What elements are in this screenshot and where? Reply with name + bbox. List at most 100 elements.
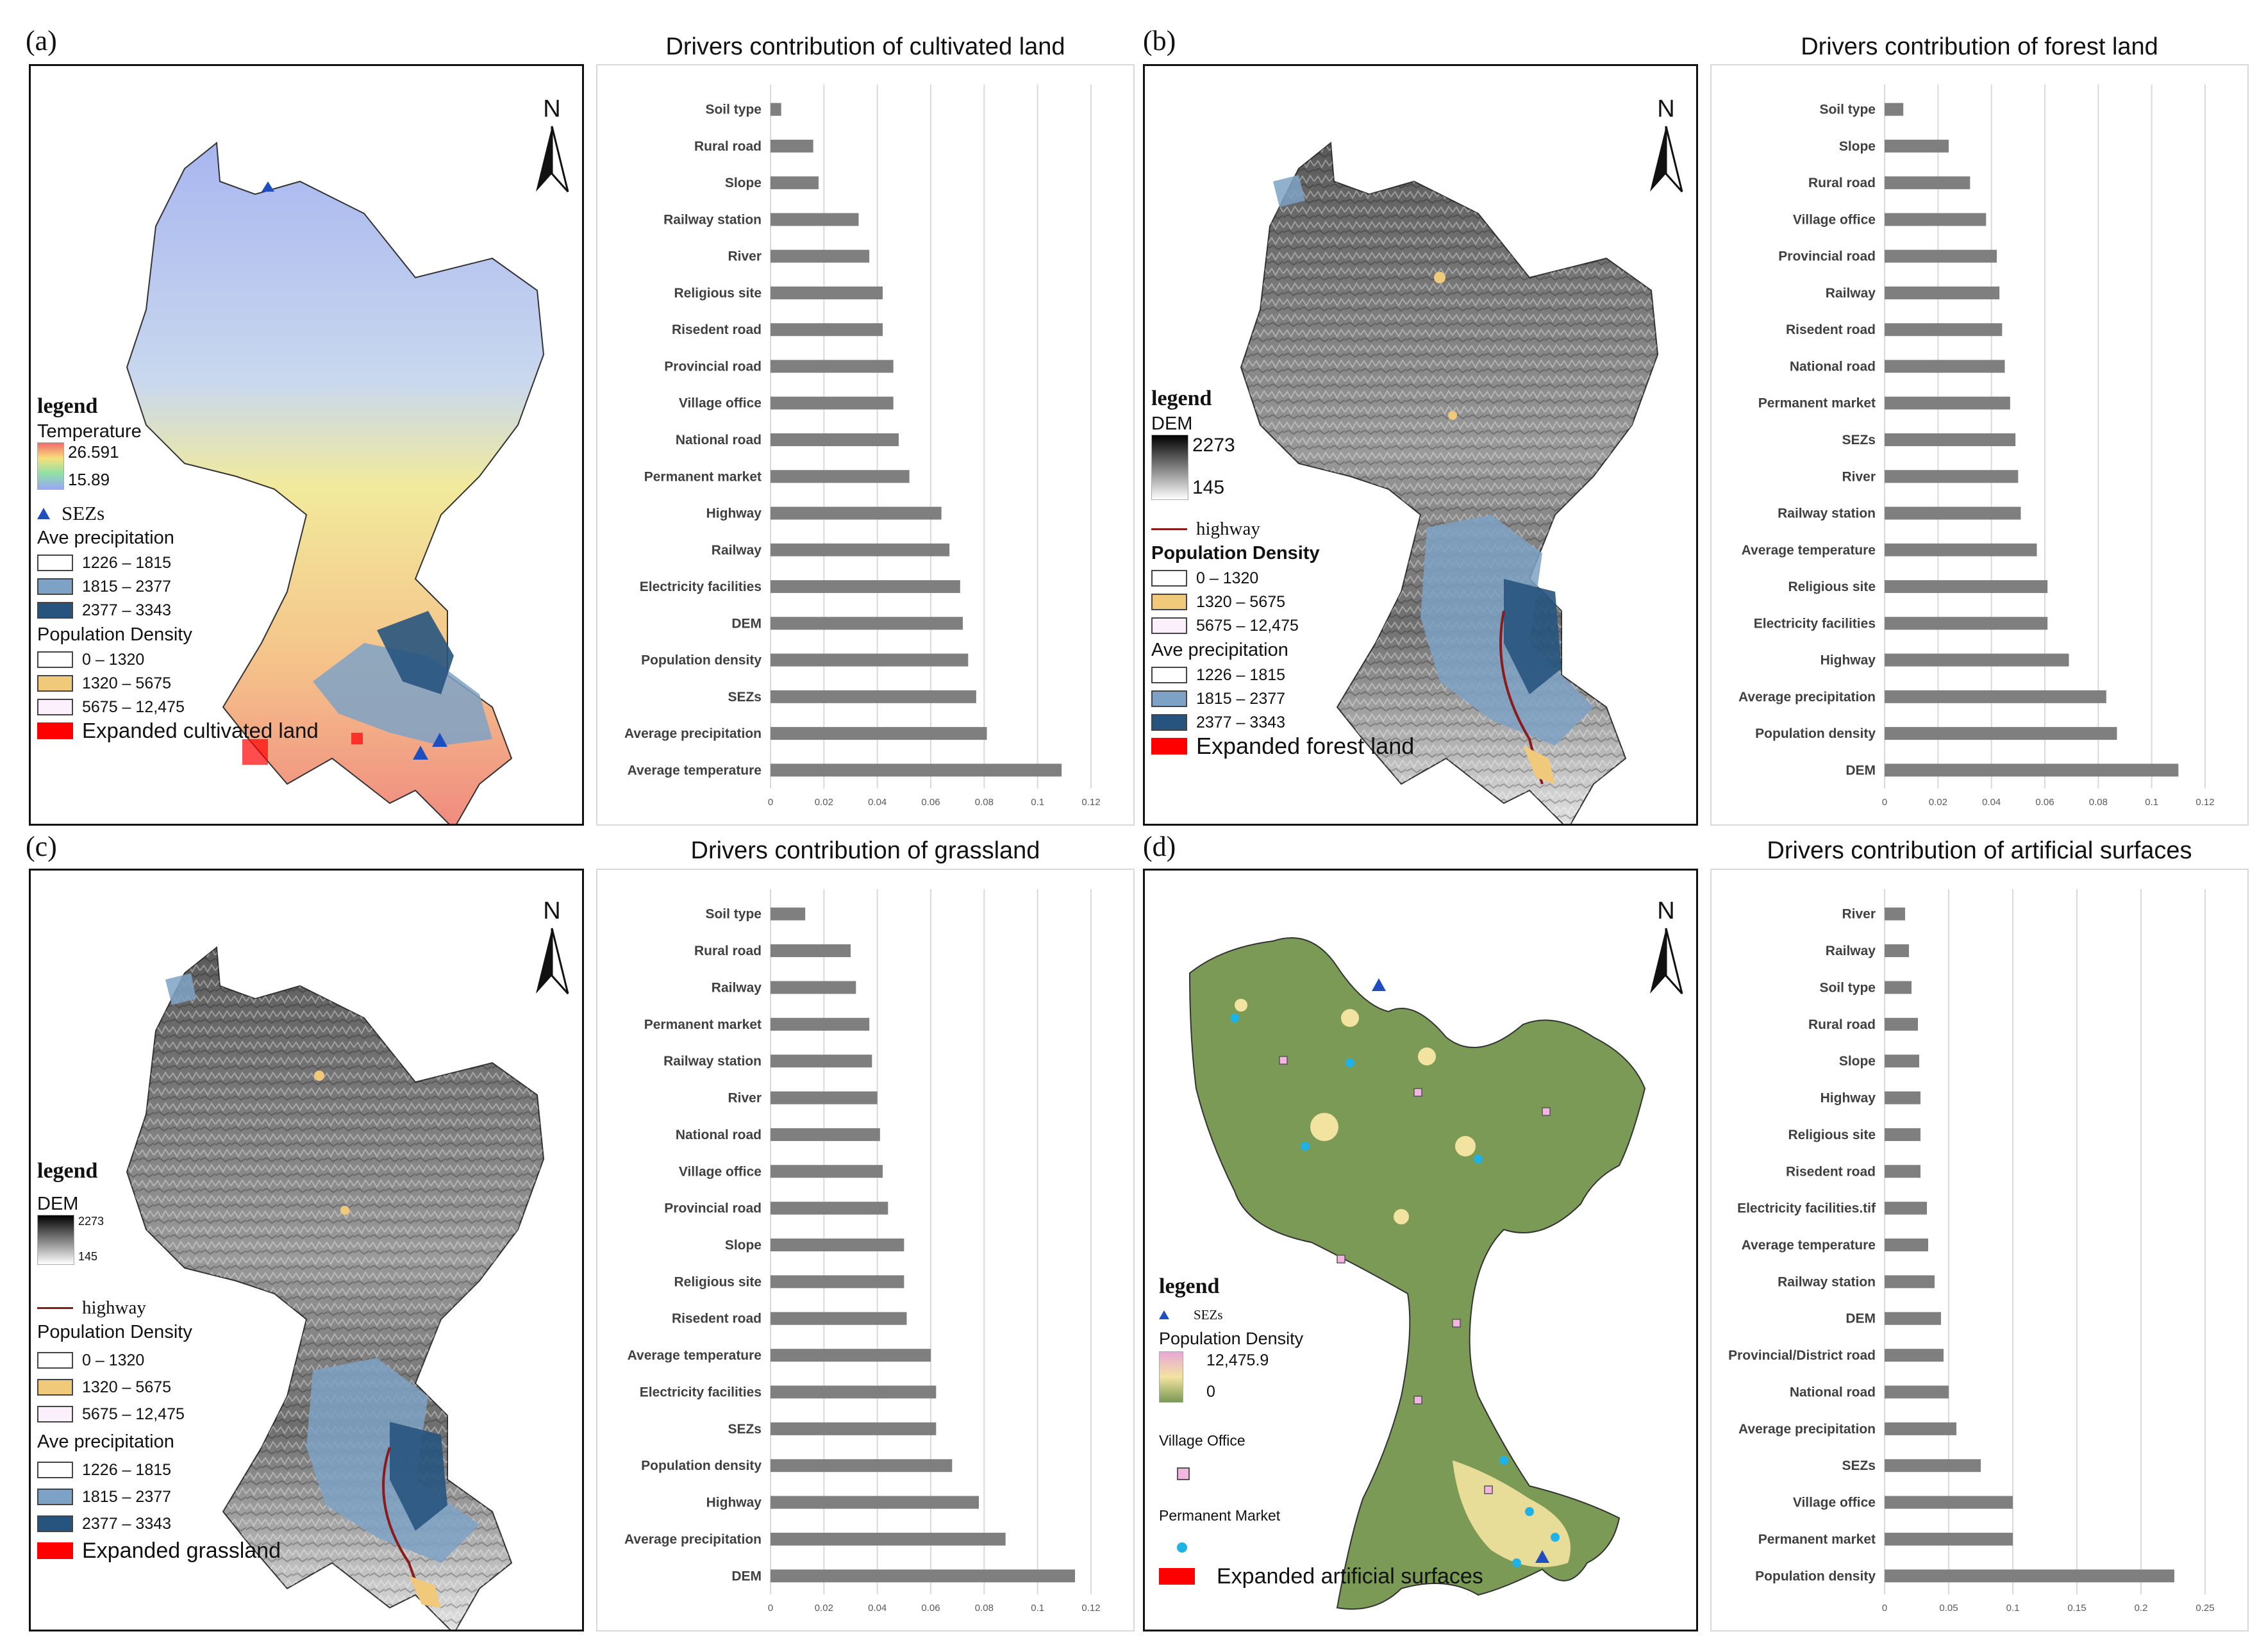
- bar: [771, 1239, 904, 1251]
- category-label: Risedent road: [672, 1312, 762, 1326]
- bar: [771, 1532, 1006, 1546]
- pop-swatch-low: [1151, 570, 1187, 587]
- category-label: Average precipitation: [1738, 1422, 1876, 1437]
- bar: [1885, 1385, 1949, 1399]
- bar: [1885, 727, 2117, 740]
- category-label: Rural road: [694, 139, 762, 154]
- bar: [1885, 213, 1987, 226]
- category-label: River: [728, 249, 762, 264]
- category-label: Soil type: [1819, 103, 1876, 117]
- bar: [1885, 1422, 1956, 1435]
- bar: [771, 1459, 953, 1473]
- category-label: Railway station: [663, 1054, 762, 1069]
- region-map-a: [126, 142, 545, 824]
- x-tick-label: 0.05: [1939, 1603, 1958, 1614]
- bar: [771, 506, 942, 520]
- precip-class: 1226 – 1815: [82, 1460, 172, 1479]
- category-label: Religious site: [1788, 1128, 1876, 1142]
- x-tick-label: 0.04: [1982, 797, 2001, 808]
- permanent-market-icon: [1177, 1542, 1187, 1553]
- pop-swatch-high: [1151, 617, 1187, 634]
- pop-class: 1320 – 5675: [82, 1378, 172, 1396]
- precip-class: 1226 – 1815: [82, 553, 172, 572]
- bar: [1885, 1055, 1919, 1068]
- chart-title-b: Drivers contribution of forest land: [1801, 33, 2158, 60]
- bar: [771, 1569, 1075, 1583]
- bar: [1885, 543, 2037, 556]
- sezs-marker: [432, 733, 447, 747]
- sezs-label: SEZs: [1194, 1306, 1223, 1322]
- pop-class: 1320 – 5675: [82, 674, 172, 692]
- category-label: SEZs: [728, 690, 762, 705]
- bar: [771, 286, 883, 299]
- category-label: Rural road: [1808, 1017, 1876, 1032]
- pop-swatch-high: [37, 699, 73, 715]
- category-label: Permanent market: [644, 1017, 762, 1032]
- bar: [771, 1349, 931, 1362]
- bar: [1885, 396, 2010, 410]
- precip-swatch-mid: [37, 578, 73, 595]
- highway-icon: [37, 1306, 73, 1309]
- precip-swatch-mid: [37, 1489, 73, 1505]
- bar: [1885, 580, 2048, 594]
- bar: [771, 139, 813, 153]
- north-label: N: [543, 897, 561, 924]
- map-panel-c: N legend DEM 2273 145 highway Population…: [29, 869, 584, 1631]
- bar: [1885, 1165, 1920, 1178]
- category-label: Railway station: [1778, 1274, 1876, 1289]
- precip-class: 1815 – 2377: [1196, 689, 1286, 708]
- bar: [771, 1091, 878, 1105]
- chart-a: 0 0.02 0.04 0.06 0.08 0.1 0.12 Soil type Rural r…: [596, 64, 1135, 826]
- category-label: Provincial/District road: [1728, 1348, 1876, 1363]
- precip-class: 2377 – 3343: [82, 1514, 172, 1533]
- bar: [771, 944, 851, 958]
- bar: [1885, 103, 1904, 116]
- bar: [771, 1201, 888, 1215]
- expanded-swatch: [37, 1542, 73, 1559]
- market-label: Permanent Market: [1159, 1507, 1281, 1524]
- pop-class: 5675 – 12,475: [82, 1405, 185, 1423]
- legend-a: legend Temperature 26.591 15.89 SEZs Ave…: [37, 394, 319, 745]
- sezs-marker: [413, 746, 428, 760]
- pop-class: 1320 – 5675: [1196, 592, 1286, 611]
- category-label: Religious site: [674, 1274, 762, 1289]
- category-label: Population density: [641, 653, 762, 668]
- temp-min: 15.89: [68, 470, 110, 489]
- x-tick-label: 0.1: [2006, 1603, 2020, 1614]
- precip-swatch-mid: [1151, 690, 1187, 707]
- bar: [771, 1128, 880, 1141]
- x-tick-label: 0.06: [2035, 797, 2054, 808]
- bar: [1885, 1091, 1920, 1105]
- dem-label: DEM: [37, 1194, 79, 1214]
- precip-swatch-high: [1151, 714, 1187, 731]
- bar: [771, 763, 1062, 777]
- bar: [771, 1055, 872, 1068]
- category-label: SEZs: [1842, 1458, 1876, 1473]
- category-label: Average temperature: [628, 1348, 762, 1363]
- bar: [1885, 944, 1909, 958]
- village-office-icon: [1177, 1467, 1190, 1480]
- bar: [1885, 176, 1970, 190]
- bar: [1885, 470, 2019, 483]
- pop-swatch-mid: [37, 675, 73, 692]
- category-label: Slope: [1839, 139, 1876, 154]
- category-label: National road: [676, 433, 762, 447]
- category-label: Average precipitation: [624, 726, 762, 741]
- category-label: River: [1842, 469, 1876, 484]
- precip-swatch-low: [37, 1462, 73, 1478]
- bar: [771, 396, 894, 410]
- x-tick-label: 0: [768, 797, 773, 808]
- category-label: Railway station: [663, 212, 762, 227]
- legend-b: legend DEM 2273 145 highway Population D…: [1151, 387, 1414, 760]
- category-label: Average precipitation: [624, 1532, 762, 1547]
- bar-chart-a: 0 0.02 0.04 0.06 0.08 0.1 0.12 Soil type Rural r…: [624, 85, 1101, 808]
- bar: [1885, 433, 2016, 446]
- highway-label: highway: [82, 1297, 146, 1318]
- category-label: National road: [676, 1128, 762, 1142]
- category-label: River: [728, 1091, 762, 1106]
- precip-label: Ave precipitation: [1151, 640, 1288, 660]
- bar: [771, 176, 819, 190]
- category-label: Electricity facilities: [640, 580, 762, 594]
- chart-title-d: Drivers contribution of artificial surfa…: [1767, 837, 2192, 864]
- x-tick-label: 0.04: [868, 797, 887, 808]
